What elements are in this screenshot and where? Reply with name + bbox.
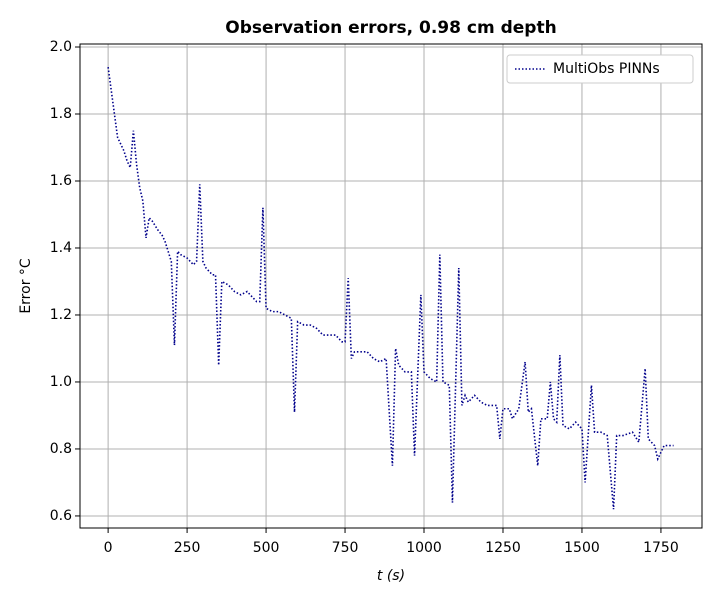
x-tick-label: 1250: [485, 540, 521, 556]
legend-box: [506, 54, 694, 84]
x-tick-label: 0: [104, 540, 113, 556]
plot-frame: [79, 43, 703, 529]
y-tick-label: 0.8: [50, 441, 72, 457]
x-tick-label: 750: [332, 540, 359, 556]
x-tick-label: 250: [174, 540, 201, 556]
y-tick-label: 1.0: [50, 374, 72, 390]
y-tick-label: 1.4: [50, 240, 72, 256]
y-tick-label: 1.8: [50, 106, 72, 122]
data-line: [107, 67, 674, 510]
y-tick-label: 1.6: [50, 173, 72, 189]
y-tick-label: 1.2: [50, 307, 72, 323]
y-axis-label: Error °C: [18, 258, 34, 314]
x-tick-label: 500: [253, 540, 280, 556]
x-tick-label: 1750: [643, 540, 679, 556]
chart-title: Observation errors, 0.98 cm depth: [225, 18, 556, 38]
x-tick-label: 1000: [406, 540, 442, 556]
y-tick-label: 2.0: [50, 39, 72, 55]
y-tick-label: 0.6: [50, 508, 72, 524]
x-axis-label: t (s): [377, 568, 405, 584]
legend-label: MultiObs PINNs: [553, 61, 660, 77]
x-tick-label: 1500: [564, 540, 600, 556]
